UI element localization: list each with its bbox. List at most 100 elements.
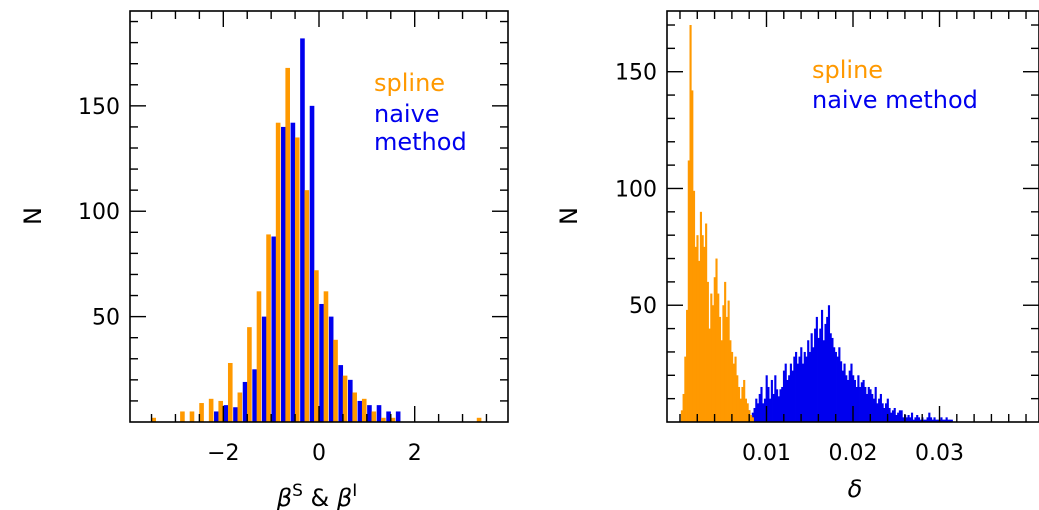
spline-bar	[736, 375, 739, 422]
spline-bar	[151, 417, 157, 422]
spline-bar	[361, 398, 367, 422]
y-tick-label: 50	[92, 306, 120, 331]
naive-bar	[905, 417, 908, 422]
spline-bar	[724, 281, 727, 422]
naive-bar	[846, 379, 850, 422]
spline-bar	[227, 362, 233, 422]
naive-bar	[281, 126, 286, 422]
naive-bar	[949, 419, 952, 422]
naive-bar	[855, 386, 858, 422]
spline-bar	[314, 270, 319, 422]
x-tick-label: 0.01	[742, 441, 791, 466]
naive-bar	[840, 361, 843, 422]
x-tick-label: 0	[312, 441, 326, 466]
naive-bar	[376, 405, 382, 422]
y-tick-label: 50	[629, 294, 657, 319]
spline-bar	[684, 356, 687, 422]
spline-bar	[694, 246, 697, 422]
x-tick-label: 0.03	[915, 441, 964, 466]
naive-bar	[763, 398, 767, 422]
y-tick-label: 100	[78, 200, 120, 225]
naive-bar	[891, 410, 895, 422]
spline-bar	[680, 410, 683, 422]
spline-bar	[703, 246, 706, 422]
naive-bar	[917, 417, 921, 422]
naive-bar	[831, 337, 834, 422]
naive-bar	[767, 386, 770, 422]
spline-bar	[734, 356, 737, 422]
naive-bar	[817, 337, 820, 422]
y-tick-label: 100	[615, 177, 657, 202]
spline-bar	[696, 235, 699, 422]
left-x-label-amp: &	[303, 484, 337, 510]
left-legend-naive: naive	[374, 100, 440, 128]
spline-bar	[237, 392, 243, 422]
spline-bar	[686, 309, 689, 422]
left-legend-method: method	[374, 128, 467, 156]
naive-bar	[348, 379, 353, 422]
spline-bar	[342, 375, 348, 422]
naive-bar	[945, 417, 948, 422]
naive-bar	[309, 105, 315, 422]
naive-bar	[857, 375, 860, 422]
left-tick-labels: −2 0 2 50 100 150	[78, 95, 422, 466]
naive-bar	[776, 389, 779, 422]
naive-bar	[943, 419, 946, 422]
left-plot-frame	[129, 10, 509, 423]
spline-bar	[294, 137, 300, 422]
spline-bar	[741, 386, 744, 422]
naive-bar	[242, 381, 248, 422]
naive-bar	[812, 347, 815, 422]
naive-bar	[867, 386, 870, 422]
spline-bar	[476, 417, 482, 422]
naive-bar	[801, 363, 805, 422]
naive-bar	[820, 309, 824, 422]
naive-bar	[853, 379, 856, 422]
naive-bar	[860, 382, 863, 422]
naive-bar	[865, 393, 869, 422]
spline-bar	[687, 160, 690, 423]
naive-bar	[859, 386, 862, 422]
naive-bar	[834, 351, 837, 422]
naive-bar	[886, 398, 889, 422]
spline-bar	[381, 417, 386, 422]
naive-bar	[935, 419, 938, 422]
naive-bar	[751, 412, 754, 422]
naive-bar	[814, 328, 817, 422]
naive-bar	[753, 407, 756, 422]
naive-bar	[852, 375, 855, 422]
spline-bar	[180, 411, 185, 422]
spline-bar	[266, 234, 271, 422]
naive-bar	[907, 414, 910, 422]
right-plot-frame	[666, 10, 1039, 423]
spline-bar	[208, 398, 214, 422]
spline-bar	[746, 403, 749, 422]
naive-bar	[872, 398, 876, 422]
naive-bar	[862, 379, 865, 422]
naive-bar	[791, 370, 794, 422]
naive-bar	[810, 333, 813, 422]
naive-bar	[833, 347, 836, 422]
spline-bar	[711, 305, 715, 422]
naive-bar	[874, 386, 877, 422]
left-legend-spline: spline	[374, 69, 445, 97]
naive-bar	[885, 403, 888, 422]
naive-bar	[822, 340, 825, 422]
naive-bar	[923, 419, 926, 422]
y-tick-label: 150	[78, 95, 120, 120]
naive-bar	[777, 396, 780, 422]
spline-bar	[739, 398, 742, 422]
naive-bar	[328, 316, 334, 422]
naive-bar	[782, 370, 786, 422]
naive-bar	[947, 419, 950, 422]
spline-bar	[682, 393, 685, 422]
y-tick-label: 150	[615, 61, 657, 86]
spline-bar	[713, 277, 716, 422]
naive-bar	[902, 417, 905, 422]
spline-bar	[744, 398, 747, 422]
naive-bar	[800, 347, 803, 422]
naive-bar	[233, 407, 238, 422]
naive-bar	[805, 356, 808, 422]
spline-bar	[731, 351, 734, 422]
